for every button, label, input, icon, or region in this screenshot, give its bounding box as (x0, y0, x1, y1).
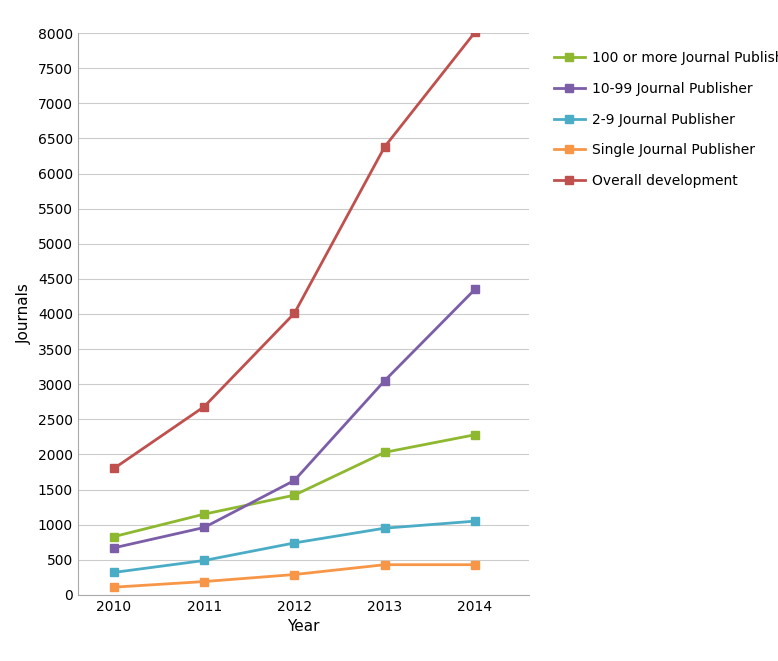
Line: 100 or more Journal Publisher: 100 or more Journal Publisher (110, 430, 479, 541)
2-9 Journal Publisher (380, 524, 389, 532)
10-99 Journal Publisher (289, 477, 299, 485)
Line: 2-9 Journal Publisher: 2-9 Journal Publisher (110, 517, 479, 576)
10-99 Journal Publisher (109, 544, 118, 552)
Overall development (199, 403, 209, 410)
Single Journal Publisher (289, 570, 299, 578)
100 or more Journal Publisher (109, 533, 118, 541)
Overall development (109, 465, 118, 473)
Single Journal Publisher (199, 578, 209, 586)
100 or more Journal Publisher (470, 431, 479, 439)
2-9 Journal Publisher (199, 557, 209, 564)
100 or more Journal Publisher (199, 510, 209, 518)
2-9 Journal Publisher (470, 517, 479, 525)
Single Journal Publisher (380, 561, 389, 568)
Line: 10-99 Journal Publisher: 10-99 Journal Publisher (110, 286, 479, 552)
Line: Single Journal Publisher: Single Journal Publisher (110, 561, 479, 592)
Overall development (470, 28, 479, 36)
X-axis label: Year: Year (287, 619, 320, 635)
Overall development (289, 309, 299, 317)
100 or more Journal Publisher (289, 491, 299, 499)
10-99 Journal Publisher (199, 524, 209, 531)
Overall development (380, 143, 389, 151)
10-99 Journal Publisher (380, 377, 389, 385)
100 or more Journal Publisher (380, 448, 389, 456)
Y-axis label: Journals: Journals (17, 284, 32, 344)
Single Journal Publisher (470, 561, 479, 568)
Legend: 100 or more Journal Publisher, 10-99 Journal Publisher, 2-9 Journal Publisher, S: 100 or more Journal Publisher, 10-99 Jou… (554, 52, 778, 188)
10-99 Journal Publisher (470, 286, 479, 293)
Line: Overall development: Overall development (110, 28, 479, 473)
2-9 Journal Publisher (289, 539, 299, 547)
Single Journal Publisher (109, 583, 118, 591)
2-9 Journal Publisher (109, 568, 118, 576)
